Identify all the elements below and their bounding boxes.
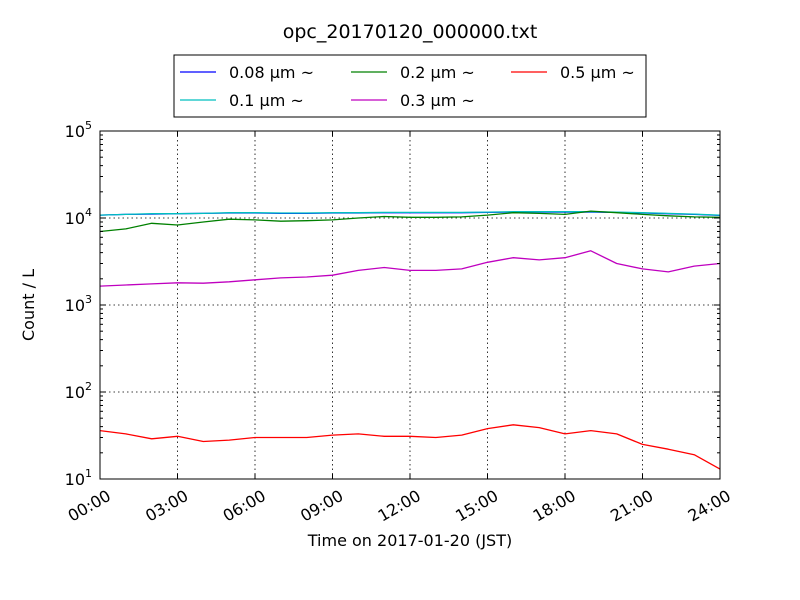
legend-label: 0.2 μm ~	[400, 63, 475, 82]
legend-label: 0.5 μm ~	[560, 63, 635, 82]
x-tick-labels: 00:00 03:00 06:00 09:00 12:00 15:00 18:00 21:00…	[65, 486, 734, 526]
y-tick-label: 105	[65, 119, 92, 141]
x-axis-label: Time on 2017-01-20 (JST)	[307, 531, 512, 550]
grid	[100, 131, 720, 479]
x-tick-label: 09:00	[297, 486, 346, 526]
y-tick-labels: 101 102 103 104 105	[65, 119, 92, 489]
x-tick-label: 18:00	[530, 486, 579, 526]
x-tick-label: 24:00	[685, 486, 734, 526]
series-line-2	[99, 210, 721, 233]
series-lines	[99, 210, 721, 470]
chart-title: opc_20170120_000000.txt	[283, 21, 538, 43]
y-tick-label: 101	[65, 467, 92, 489]
y-axis-label: Count / L	[19, 269, 38, 341]
x-tick-label: 06:00	[220, 486, 269, 526]
series-line-3	[99, 250, 721, 287]
legend-label: 0.3 μm ~	[400, 91, 475, 110]
x-tick-label: 15:00	[452, 486, 501, 526]
y-tick-label: 102	[65, 380, 92, 402]
axis-ticks	[99, 130, 721, 480]
x-tick-label: 21:00	[607, 486, 656, 526]
y-tick-label: 103	[65, 293, 92, 315]
x-tick-label: 12:00	[375, 486, 424, 526]
legend-label: 0.08 μm ~	[229, 63, 314, 82]
legend-frame	[173, 54, 647, 118]
series-line-4	[99, 424, 721, 470]
legend-label: 0.1 μm ~	[229, 91, 304, 110]
x-tick-label: 03:00	[142, 486, 191, 526]
y-tick-label: 104	[65, 206, 92, 228]
legend: 0.08 μm ~ 0.1 μm ~ 0.2 μm ~ 0.3 μm ~ 0.5 μm …	[173, 54, 647, 118]
x-tick-label: 00:00	[65, 486, 114, 526]
